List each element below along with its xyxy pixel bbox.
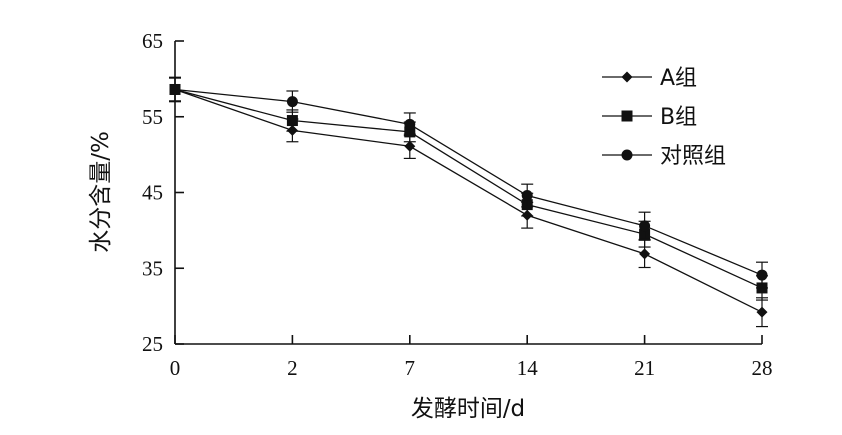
series-3 — [169, 77, 768, 289]
data-point — [639, 248, 651, 260]
legend-label: A组 — [660, 66, 697, 91]
y-tick-label: 55 — [142, 105, 163, 129]
y-ticks: 25 35 45 55 65 — [142, 29, 184, 356]
x-tick-label: 21 — [634, 356, 655, 380]
legend-label: 对照组 — [660, 144, 726, 169]
x-tick-label: 7 — [405, 356, 416, 380]
legend-marker — [621, 110, 633, 122]
y-axis-title: 水分含量/% — [88, 131, 114, 253]
legend-item: B组 — [602, 105, 697, 130]
y-tick-label: 35 — [142, 256, 163, 280]
series-line — [174, 88, 763, 276]
data-point — [286, 96, 298, 108]
x-tick-label: 14 — [517, 356, 539, 380]
series-line — [174, 88, 763, 313]
series-line — [174, 88, 763, 289]
y-tick-label: 45 — [142, 181, 163, 205]
y-tick-label: 65 — [142, 29, 163, 53]
data-point — [756, 269, 768, 281]
x-ticks: 0 2 7 14 21 28 — [170, 335, 773, 380]
data-point — [404, 118, 416, 130]
x-tick-label: 0 — [170, 356, 181, 380]
data-point — [404, 140, 416, 152]
data-point — [169, 83, 181, 95]
legend-item: 对照组 — [602, 144, 726, 169]
series-layer — [169, 76, 768, 328]
data-point — [639, 220, 651, 232]
legend-label: B组 — [660, 105, 697, 130]
x-axis-title: 发酵时间/d — [411, 396, 525, 422]
legend-marker — [621, 71, 633, 83]
y-tick-label: 25 — [142, 332, 163, 356]
data-point — [756, 306, 768, 318]
plot-area: 25 35 45 55 65 0 2 7 14 21 28 — [142, 29, 773, 380]
x-tick-label: 2 — [287, 356, 298, 380]
legend-item: A组 — [602, 66, 697, 91]
data-point — [521, 190, 533, 202]
x-tick-label: 28 — [752, 356, 773, 380]
legend-marker — [621, 149, 633, 161]
data-point — [286, 115, 298, 127]
